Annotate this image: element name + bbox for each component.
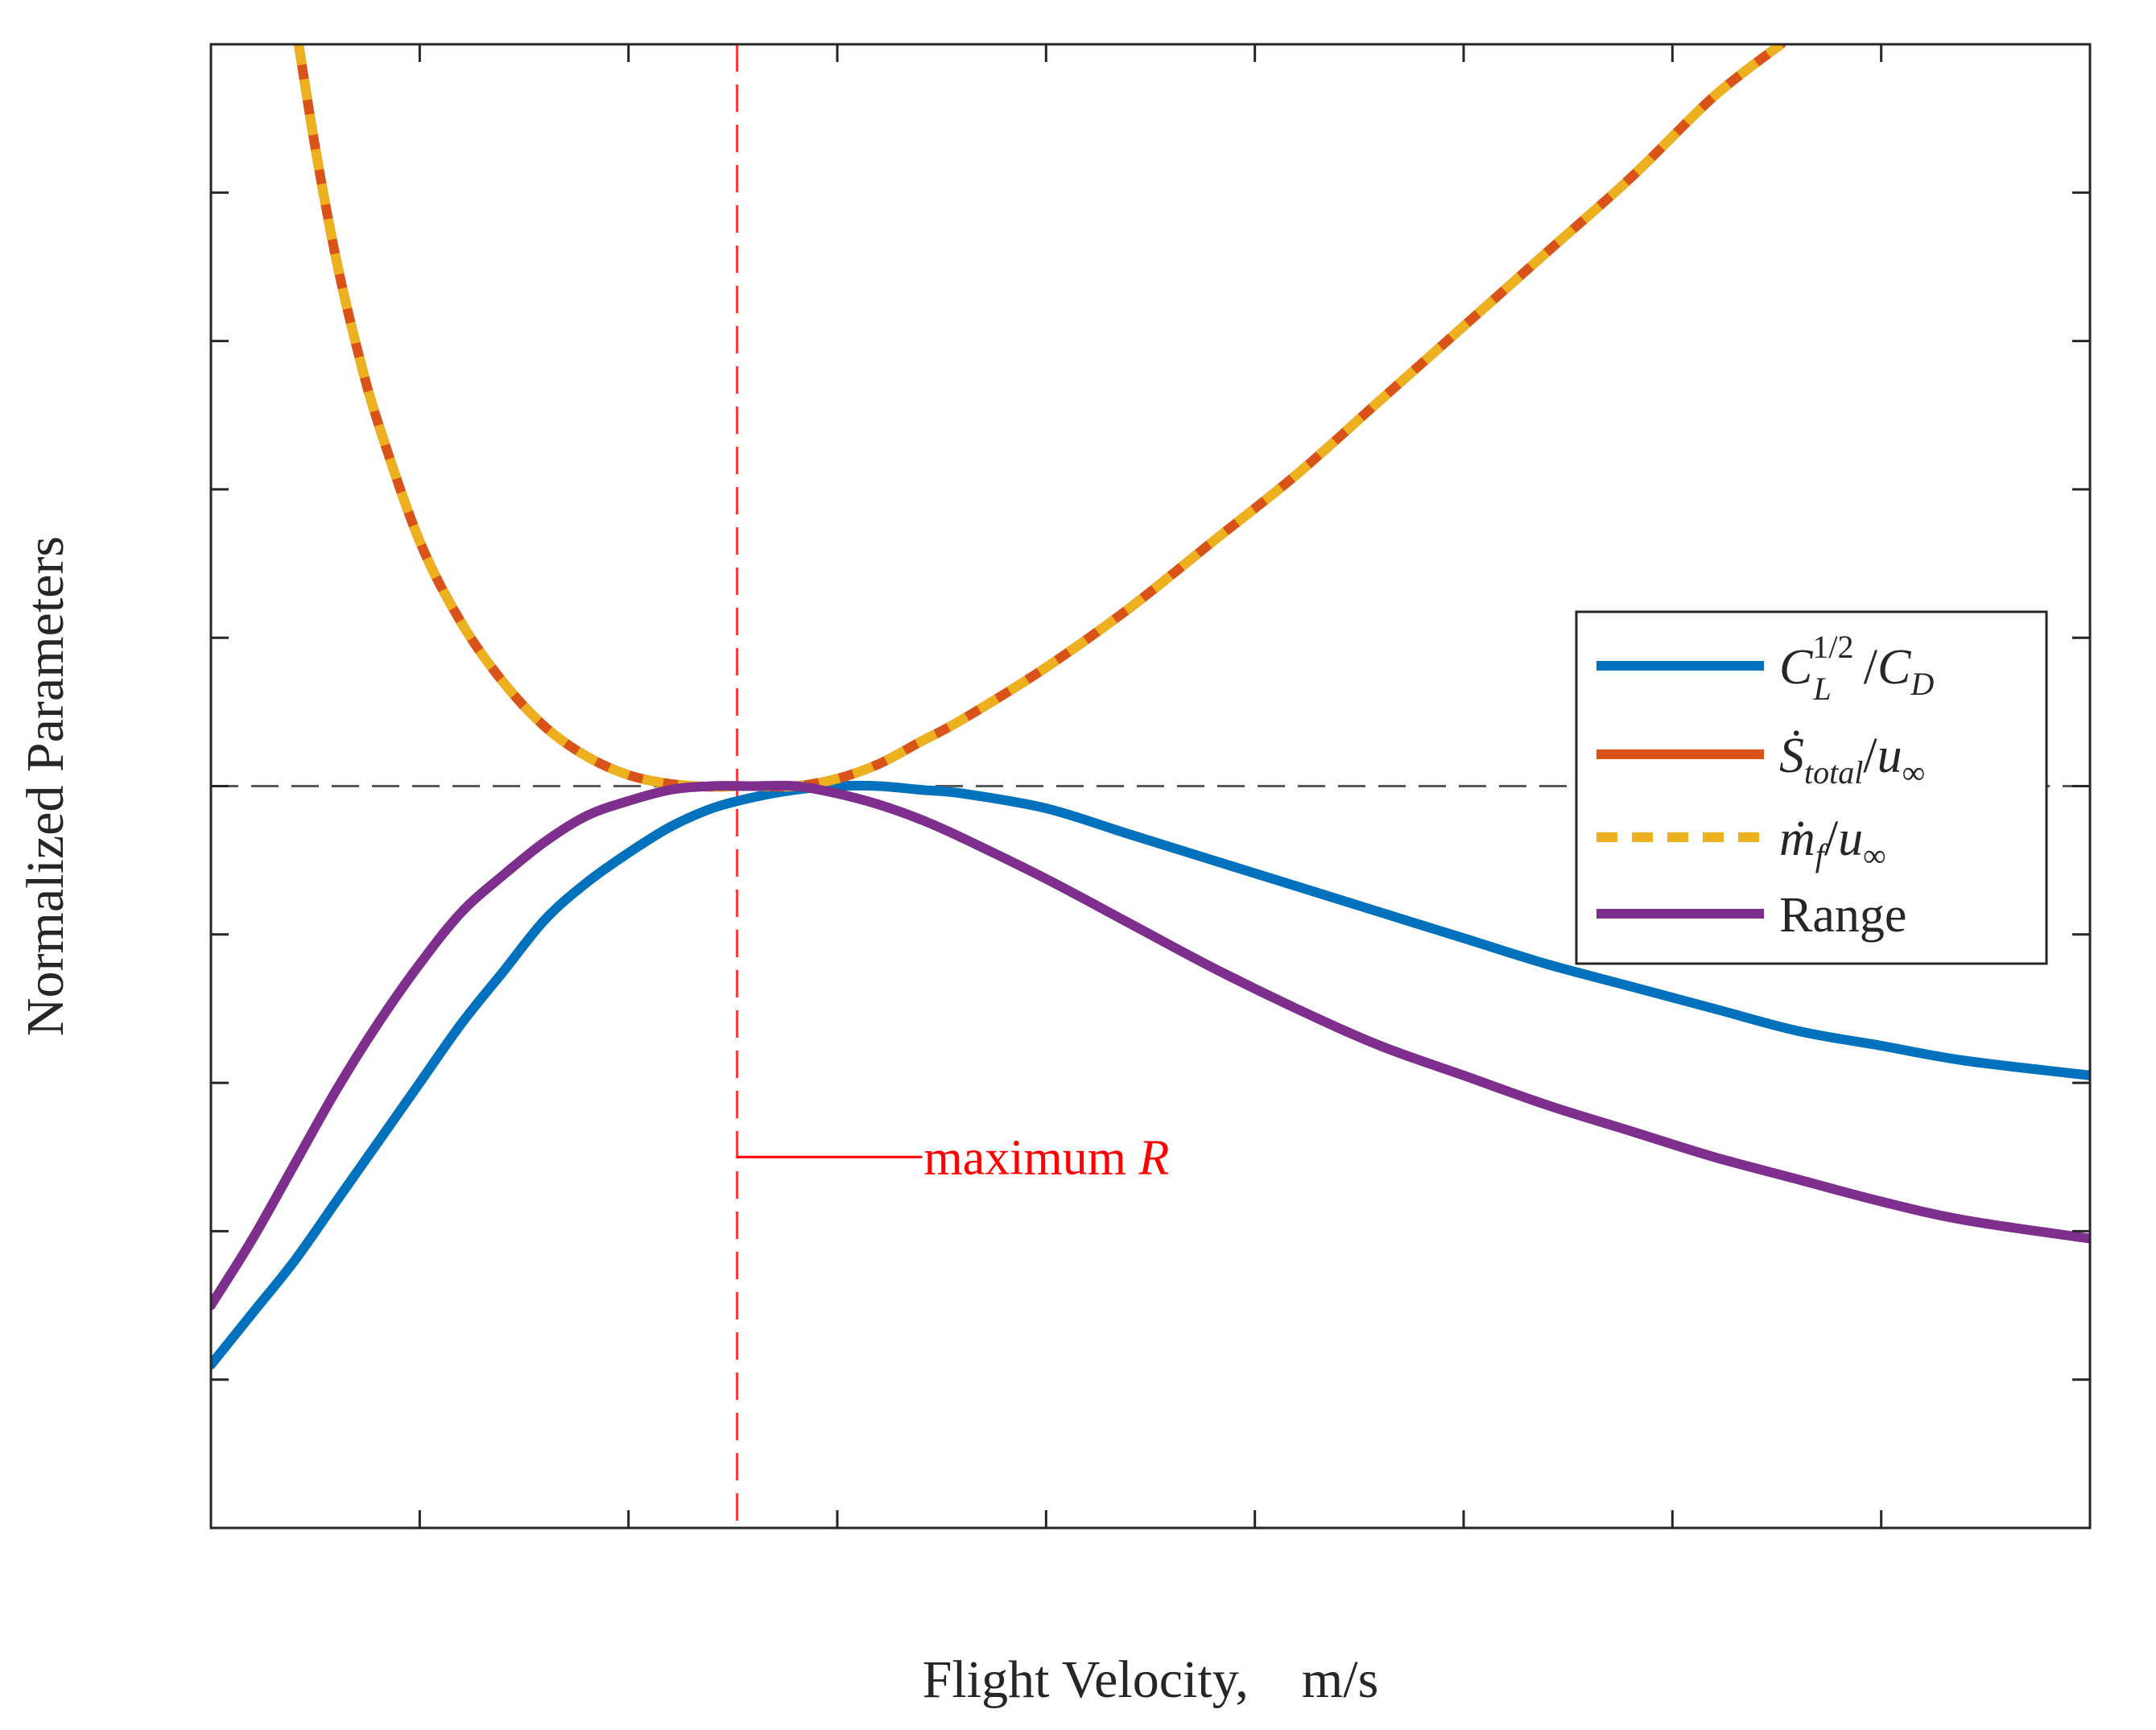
legend-label-part: u [1838,811,1863,866]
legend-label-3: ṁf/u∞ [1779,811,1886,873]
series-group [211,44,2090,1370]
legend-label-part: C [1779,640,1813,695]
legend-label-part: C [1877,640,1911,695]
cl-cd-ratio-line [211,780,2090,1370]
x-axis-label: Flight Velocity, m/s [923,1650,1379,1709]
legend-label-2: Ṡtotal/u∞ [1779,729,1925,791]
legend-label-part: L [1812,671,1831,707]
range-line [211,780,2090,1311]
annotation-text: maximum [924,1130,1139,1185]
legend-label-part: Ṡ [1779,729,1804,783]
legend-label-part: Range [1779,888,1906,943]
legend-label-part: / [1863,729,1877,783]
legend-label-part: D [1910,666,1934,702]
legend-label-part: total [1804,754,1863,791]
legend-label-part: / [1864,640,1878,695]
legend-label-part: 1/2 [1812,629,1853,665]
annotations: maximum R [737,1130,1170,1185]
legend-label-part: u [1877,729,1902,783]
legend-label-4: Range [1779,888,1906,943]
legend-label-part: ṁ [1779,811,1815,866]
legend-label-part: ∞ [1863,837,1886,873]
annotation-label: maximum R [924,1130,1170,1185]
axis-ticks [209,43,2092,1530]
legend-label-part: / [1824,811,1839,866]
annotation-italic-symbol: R [1138,1130,1169,1185]
legend-label-1: C1/2 L/CD [1779,629,1934,707]
fuel-rate-line [293,44,1784,792]
legend-label-part: ∞ [1902,754,1926,791]
y-axis-label: Normalized Parameters [16,536,75,1036]
